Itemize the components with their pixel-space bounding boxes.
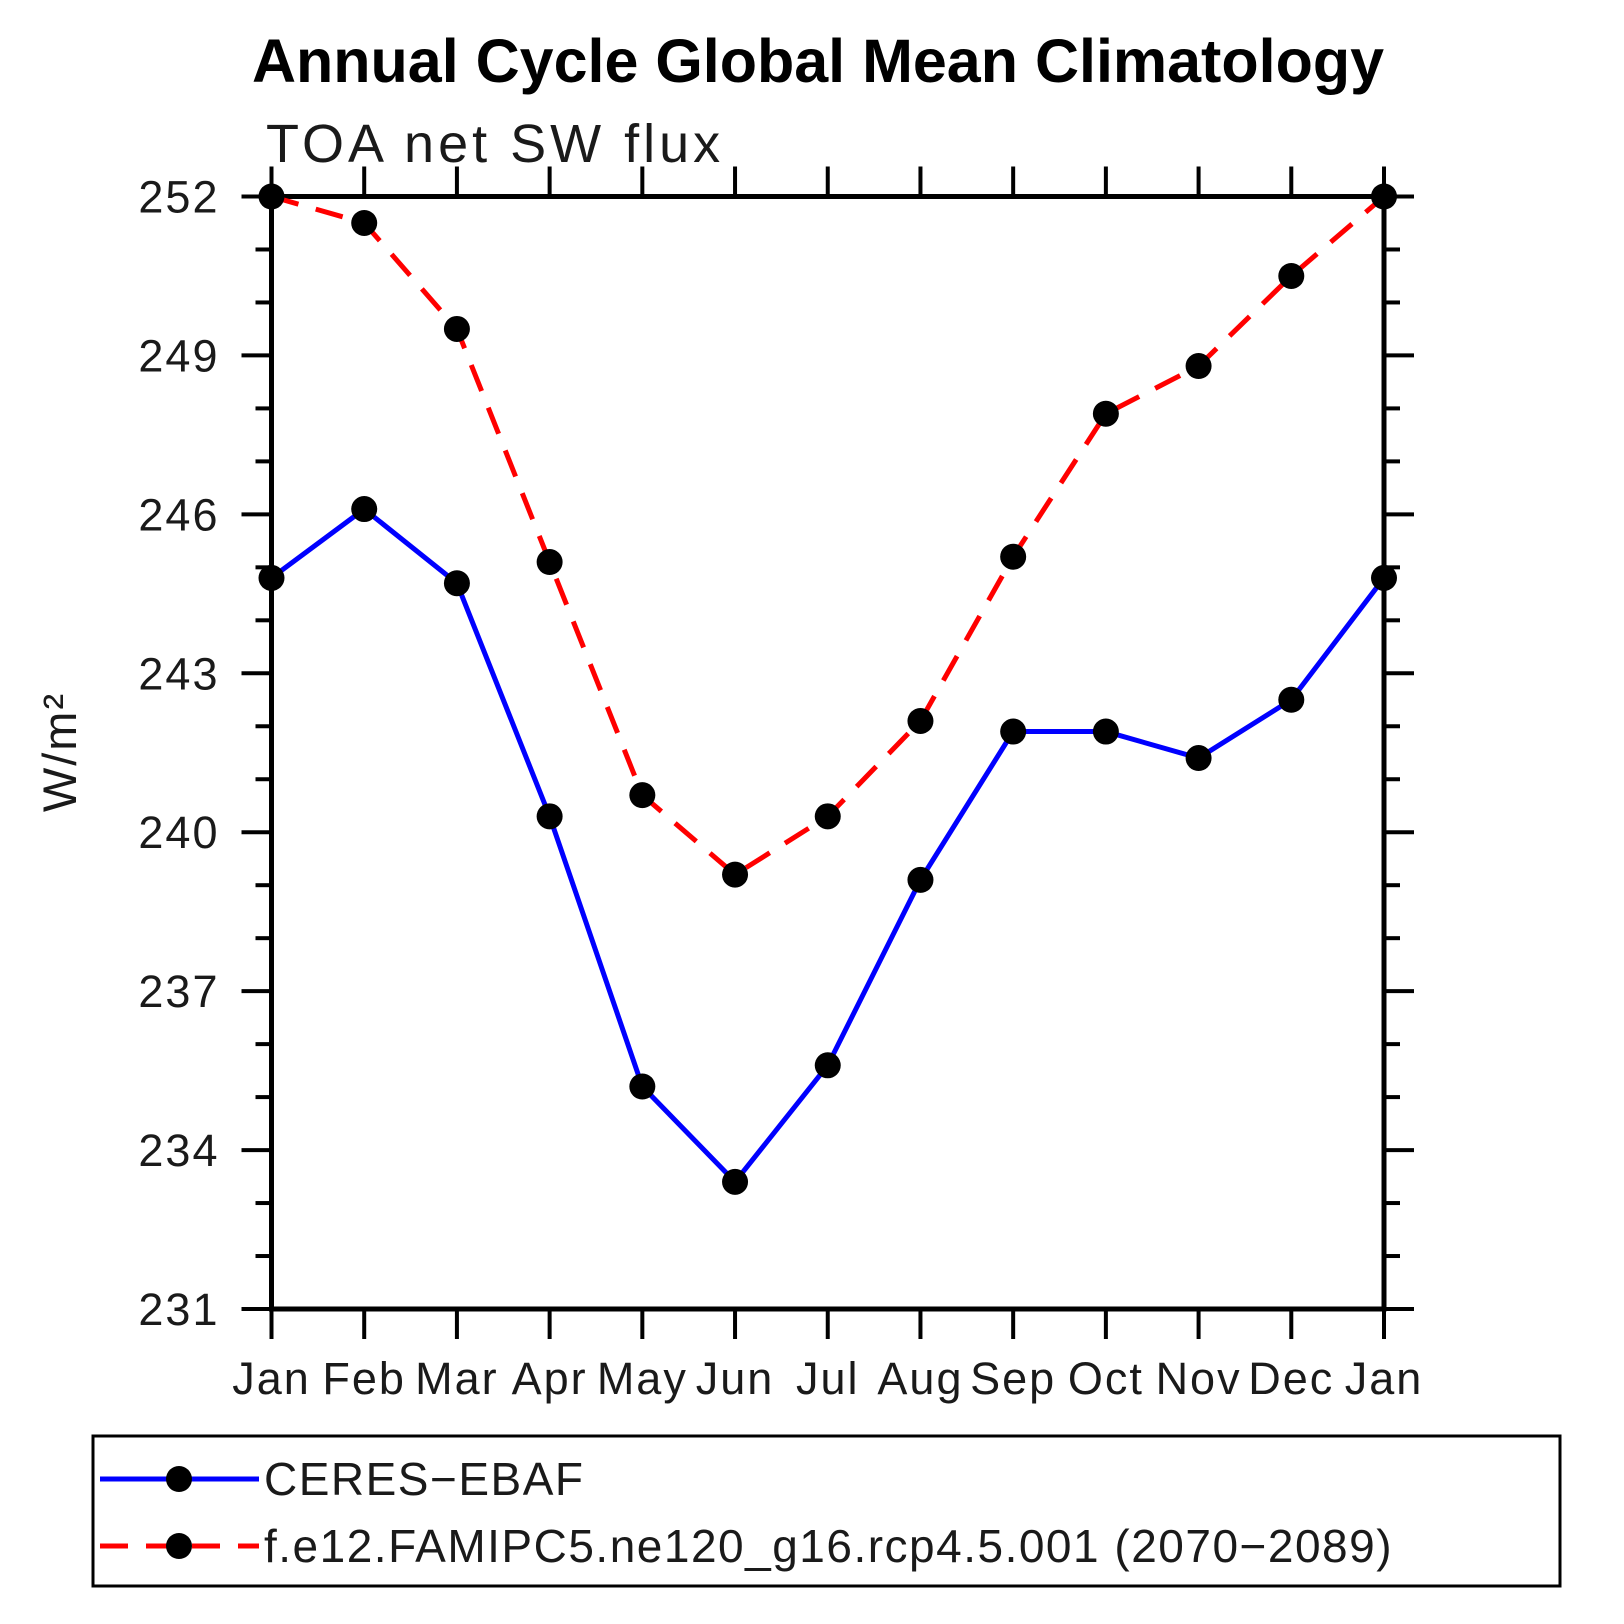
legend-label: f.e12.FAMIPC5.ne120_g16.rcp4.5.001 (2070… bbox=[264, 1520, 1393, 1572]
data-point-marker bbox=[258, 564, 285, 591]
x-tick-label: Nov bbox=[1156, 1353, 1242, 1404]
data-point-marker bbox=[1092, 400, 1119, 427]
x-tick-label: May bbox=[597, 1353, 688, 1404]
series-line bbox=[270, 505, 1386, 1186]
data-point-marker bbox=[814, 803, 841, 830]
data-point-marker bbox=[1185, 353, 1212, 380]
data-point-marker bbox=[1185, 745, 1212, 772]
y-tick-label: 240 bbox=[138, 807, 219, 858]
x-tick-label: Oct bbox=[1068, 1353, 1144, 1404]
x-tick-label: Mar bbox=[415, 1353, 499, 1404]
y-tick-label: 249 bbox=[138, 330, 219, 381]
plot-frame bbox=[269, 194, 1387, 1312]
y-tick-label: 234 bbox=[138, 1125, 219, 1176]
legend-box bbox=[91, 1434, 1562, 1588]
chart-title: Annual Cycle Global Mean Climatology bbox=[252, 27, 1384, 95]
y-tick-label: 252 bbox=[138, 172, 219, 223]
data-point-marker bbox=[1278, 262, 1305, 289]
data-point-marker bbox=[351, 209, 378, 236]
x-tick-label: Aug bbox=[877, 1353, 963, 1404]
legend-marker bbox=[166, 1466, 192, 1492]
data-point-marker bbox=[907, 866, 934, 893]
data-point-marker bbox=[443, 570, 470, 597]
x-tick-label: Jun bbox=[696, 1353, 775, 1404]
x-tick-label: Sep bbox=[970, 1353, 1056, 1404]
data-point-marker bbox=[1371, 564, 1397, 591]
x-tick-label: Dec bbox=[1248, 1353, 1334, 1404]
data-point-marker bbox=[1371, 183, 1397, 210]
data-series bbox=[258, 183, 1397, 1195]
y-tick-label: 231 bbox=[138, 1284, 219, 1335]
data-point-marker bbox=[629, 782, 656, 809]
x-tick-label: Apr bbox=[512, 1353, 588, 1404]
data-point-marker bbox=[1092, 718, 1119, 745]
data-point-marker bbox=[536, 549, 563, 576]
data-point-marker bbox=[907, 707, 934, 734]
legend-entry: CERES−EBAF bbox=[100, 1453, 585, 1505]
y-axis-label: W/m² bbox=[33, 692, 86, 812]
data-point-marker bbox=[258, 183, 285, 210]
data-point-marker bbox=[814, 1052, 841, 1079]
x-tick-label: Jan bbox=[232, 1353, 311, 1404]
y-tick-label: 246 bbox=[138, 489, 219, 540]
data-point-marker bbox=[1000, 543, 1027, 570]
data-point-marker bbox=[629, 1073, 656, 1100]
data-point-marker bbox=[351, 496, 378, 523]
data-point-marker bbox=[443, 315, 470, 342]
data-point-marker bbox=[536, 803, 563, 830]
data-point-marker bbox=[722, 861, 749, 888]
chart-subtitle: TOA net SW flux bbox=[266, 114, 724, 174]
legend-label: CERES−EBAF bbox=[264, 1453, 585, 1505]
data-point-marker bbox=[1000, 718, 1027, 745]
x-tick-label: Feb bbox=[322, 1353, 406, 1404]
data-point-marker bbox=[722, 1168, 749, 1195]
series-line bbox=[270, 194, 1386, 878]
legend-entry: f.e12.FAMIPC5.ne120_g16.rcp4.5.001 (2070… bbox=[100, 1520, 1393, 1572]
axes bbox=[269, 194, 1387, 1312]
legend: CERES−EBAF f.e12.FAMIPC5.ne120_g16.rcp4.5… bbox=[91, 1434, 1562, 1588]
x-tick-label: Jan bbox=[1345, 1353, 1424, 1404]
y-tick-label: 243 bbox=[138, 648, 219, 699]
y-tick-label: 237 bbox=[138, 966, 219, 1017]
legend-marker bbox=[166, 1533, 192, 1559]
x-tick-label: Jul bbox=[796, 1353, 860, 1404]
data-point-marker bbox=[1278, 686, 1305, 713]
